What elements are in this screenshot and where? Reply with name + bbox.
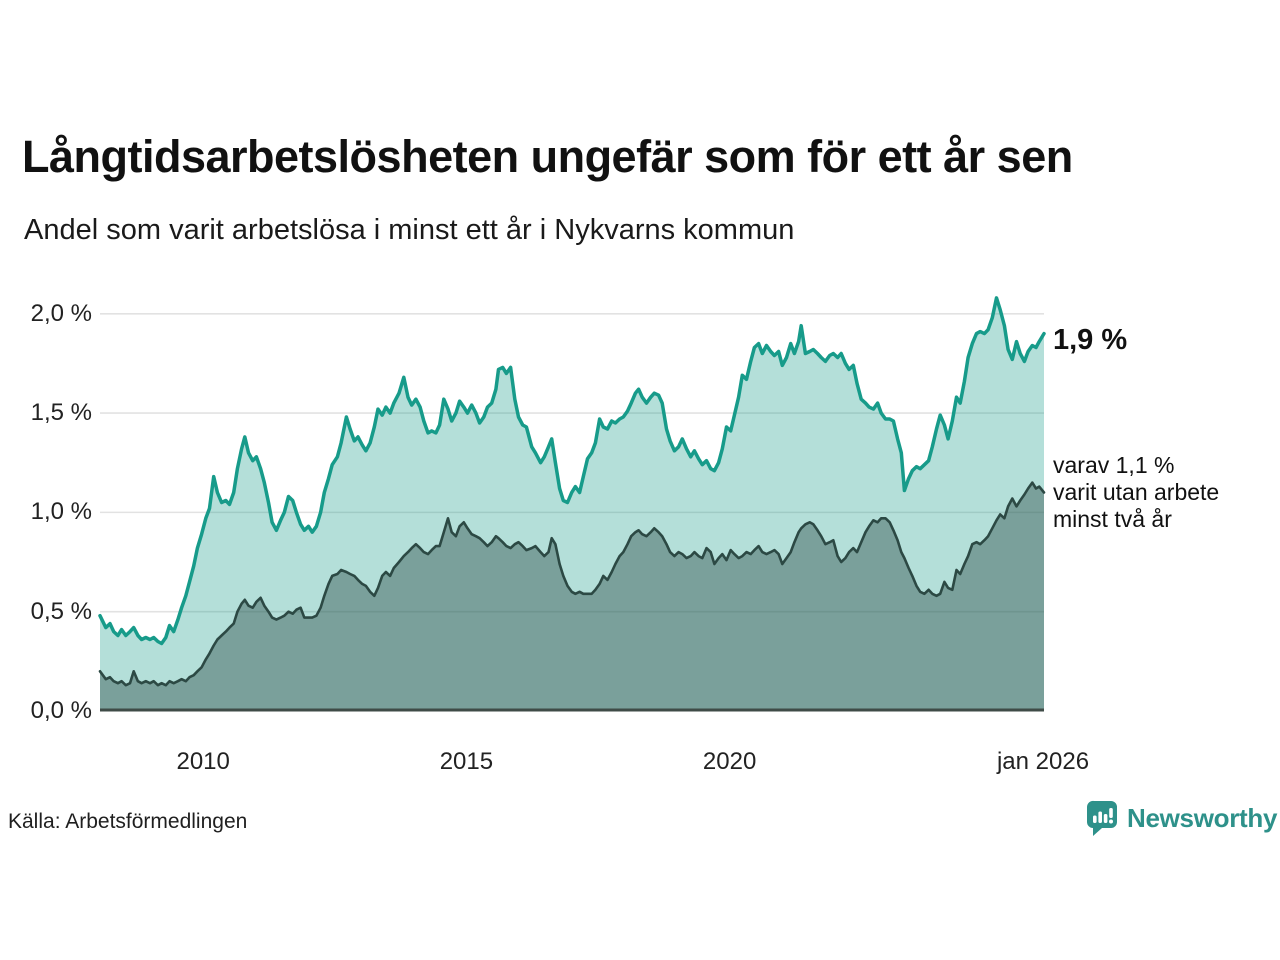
two-year-annotation: varav 1,1 % varit utan arbete minst två …	[1053, 452, 1219, 533]
two-year-annotation-line1: varav 1,1 %	[1053, 452, 1175, 478]
x-tick-label: 2010	[176, 748, 230, 775]
x-tick-label: jan 2026	[996, 748, 1090, 775]
y-tick-label: 2,0 %	[30, 299, 92, 327]
y-tick-label: 0,0 %	[30, 697, 92, 724]
newsworthy-wordmark: Newsworthy	[1127, 803, 1278, 833]
y-tick-label: 1,5 %	[30, 399, 92, 427]
x-tick-label: 2015	[439, 748, 494, 775]
newsworthy-bubble-chart-icon	[1086, 800, 1117, 836]
two-year-annotation-line2: varit utan arbete	[1053, 479, 1220, 505]
page-title: Långtidsarbetslösheten ungefär som för e…	[22, 131, 1073, 182]
two-year-annotation-line3: minst två år	[1053, 506, 1172, 532]
area-chart	[98, 296, 1046, 712]
x-tick-label: 2020	[702, 748, 757, 775]
latest-total-value-label: 1,9 %	[1053, 324, 1128, 356]
y-tick-label: 0,5 %	[30, 597, 92, 625]
page-subtitle: Andel som varit arbetslösa i minst ett å…	[24, 214, 795, 246]
y-tick-label: 1,0 %	[30, 498, 92, 526]
newsworthy-logo: Newsworthy	[1086, 800, 1277, 837]
source-note: Källa: Arbetsförmedlingen	[8, 810, 248, 833]
